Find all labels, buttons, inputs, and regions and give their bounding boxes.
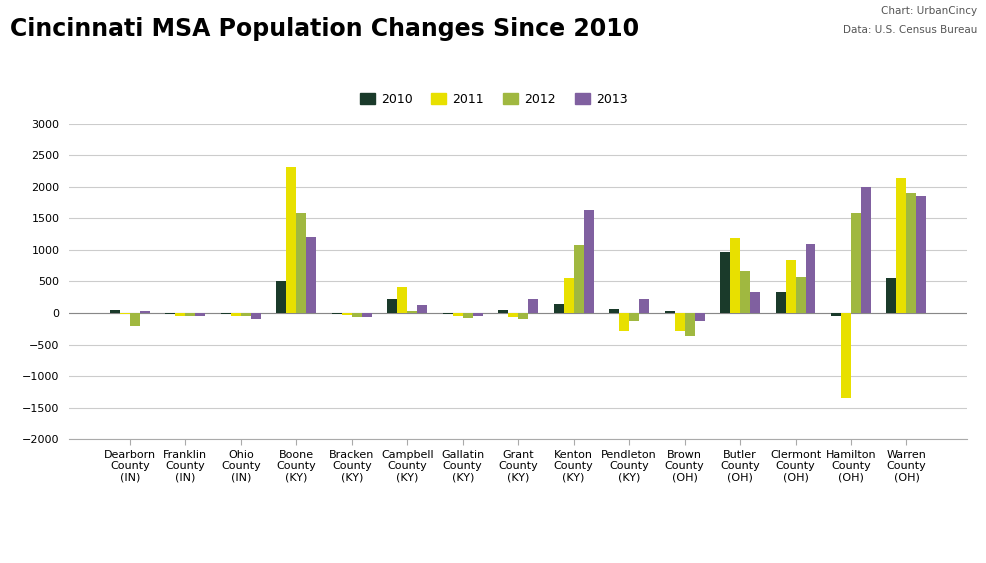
Bar: [639, 298, 649, 313]
Bar: [508, 313, 518, 318]
Bar: [241, 313, 250, 316]
Bar: [720, 252, 730, 313]
Bar: [351, 313, 362, 317]
Bar: [905, 193, 916, 313]
Bar: [119, 313, 130, 314]
Bar: [830, 313, 840, 316]
Text: Cincinnati MSA Population Changes Since 2010: Cincinnati MSA Population Changes Since …: [10, 17, 638, 41]
Bar: [785, 260, 795, 313]
Bar: [775, 292, 785, 313]
Bar: [583, 209, 593, 313]
Bar: [396, 287, 407, 313]
Bar: [684, 313, 694, 336]
Bar: [166, 313, 176, 314]
Bar: [387, 298, 396, 313]
Bar: [563, 278, 573, 313]
Bar: [895, 178, 905, 313]
Bar: [850, 213, 860, 313]
Bar: [443, 313, 453, 314]
Bar: [276, 282, 286, 313]
Bar: [608, 309, 618, 313]
Bar: [573, 245, 583, 313]
Bar: [518, 313, 528, 319]
Bar: [740, 271, 749, 313]
Bar: [231, 313, 241, 316]
Bar: [498, 310, 508, 313]
Bar: [331, 313, 341, 314]
Bar: [664, 311, 673, 313]
Bar: [795, 277, 805, 313]
Bar: [528, 298, 537, 313]
Bar: [306, 238, 316, 313]
Bar: [296, 213, 306, 313]
Bar: [130, 313, 140, 327]
Bar: [250, 313, 260, 319]
Bar: [185, 313, 195, 316]
Bar: [341, 313, 351, 315]
Text: Data: U.S. Census Bureau: Data: U.S. Census Bureau: [842, 25, 976, 35]
Bar: [694, 313, 704, 321]
Bar: [916, 196, 926, 313]
Bar: [628, 313, 639, 321]
Bar: [195, 313, 205, 315]
Bar: [860, 187, 870, 313]
Bar: [140, 311, 150, 313]
Bar: [618, 313, 628, 331]
Bar: [805, 244, 814, 313]
Bar: [840, 313, 850, 397]
Bar: [362, 313, 372, 317]
Bar: [109, 310, 119, 313]
Text: Chart: UrbanCincy: Chart: UrbanCincy: [880, 6, 976, 16]
Legend: 2010, 2011, 2012, 2013: 2010, 2011, 2012, 2013: [354, 88, 632, 111]
Bar: [462, 313, 472, 318]
Bar: [453, 313, 462, 315]
Bar: [221, 313, 231, 314]
Bar: [472, 313, 482, 315]
Bar: [286, 167, 296, 313]
Bar: [730, 238, 740, 313]
Bar: [885, 278, 895, 313]
Bar: [673, 313, 684, 330]
Bar: [176, 313, 185, 316]
Bar: [407, 311, 417, 313]
Bar: [417, 306, 427, 313]
Bar: [553, 303, 563, 313]
Bar: [749, 292, 759, 313]
